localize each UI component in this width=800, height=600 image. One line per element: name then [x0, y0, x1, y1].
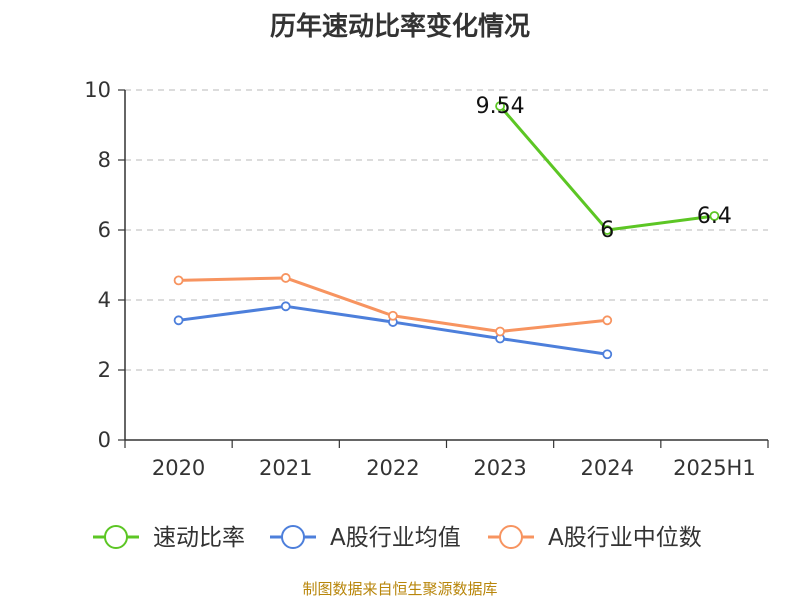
y-tick-label: 6 — [98, 218, 111, 242]
legend-label: A股行业均值 — [330, 525, 461, 551]
x-tick-label: 2020 — [152, 456, 205, 480]
x-tick-label: 2023 — [473, 456, 526, 480]
series-line-0 — [498, 105, 715, 232]
data-point — [280, 273, 291, 283]
data-point — [602, 225, 613, 235]
data-point — [602, 315, 613, 326]
source-note: 制图数据来自恒生聚源数据库 — [302, 580, 498, 598]
data-point — [388, 310, 398, 321]
y-tick-label: 2 — [98, 358, 111, 382]
series-layer — [173, 101, 720, 360]
y-tick-label: 0 — [98, 428, 111, 452]
x-tick-label: 2022 — [366, 456, 419, 480]
data-point — [495, 101, 505, 111]
data-label: 9.54 — [476, 94, 525, 119]
data-point — [602, 349, 613, 360]
data-point — [280, 301, 291, 312]
data-point — [495, 326, 505, 337]
axis-layer: 0 2 4 6 8 10 2020 2021 2022 2023 2024 2025H1 — [84, 78, 769, 480]
data-label: 6.4 — [697, 204, 732, 229]
legend-label: A股行业中位数 — [548, 525, 702, 551]
legend-marker — [104, 525, 128, 549]
x-tick-label: 2025H1 — [673, 456, 756, 480]
data-point — [173, 275, 184, 286]
y-tick-label: 10 — [84, 78, 111, 102]
data-point — [709, 211, 720, 221]
x-tick-label: 2021 — [259, 456, 312, 480]
legend: 速动比率 A股行业均值 A股行业中位数 — [93, 525, 702, 551]
y-tick-label: 4 — [98, 288, 111, 312]
legend-label: 速动比率 — [153, 525, 245, 551]
data-point — [173, 315, 184, 326]
legend-marker — [499, 525, 523, 549]
legend-marker — [281, 525, 305, 549]
y-tick-label: 8 — [98, 148, 111, 172]
chart-title: 历年速动比率变化情况 — [269, 12, 530, 42]
data-label: 6 — [600, 218, 614, 243]
x-tick-label: 2024 — [581, 456, 634, 480]
data-label-layer: 9.54 6 6.4 — [476, 94, 732, 243]
grid-layer — [125, 89, 768, 371]
